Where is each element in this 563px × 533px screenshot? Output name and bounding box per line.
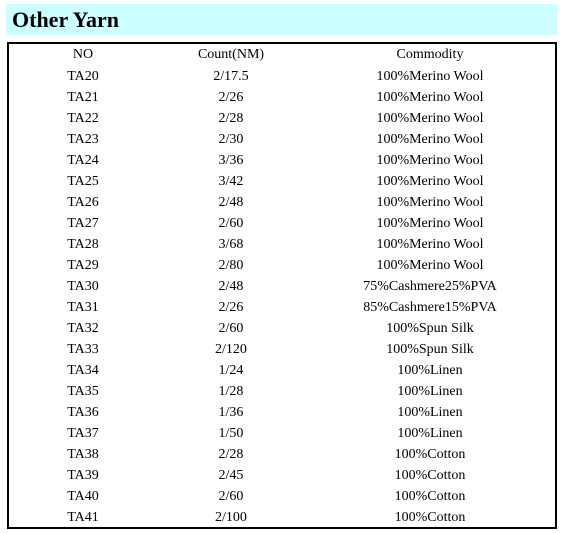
cell-count: 3/68 [218, 237, 244, 252]
cell-commodity: 100%Merino Wool [376, 258, 484, 273]
cell-commodity: 85%Cashmere15%PVA [363, 300, 497, 315]
cell-no: TA20 [67, 69, 99, 84]
cell-commodity: 100%Cotton [394, 489, 466, 504]
yarn-table-container: NO Count(NM) Commodity TA20 2/17.5 100%Mer… [7, 42, 557, 529]
cell-count: 2/28 [218, 111, 244, 126]
cell-commodity: 100%Merino Wool [376, 216, 484, 231]
cell-no: TA34 [67, 363, 99, 378]
table-row: TA28 3/68 100%Merino Wool [9, 234, 555, 255]
cell-commodity: 100%Merino Wool [376, 132, 484, 147]
cell-no: TA37 [67, 426, 99, 441]
cell-no: TA29 [67, 258, 99, 273]
table-row: TA40 2/60 100%Cotton [9, 486, 555, 507]
cell-commodity: 100%Cotton [394, 447, 466, 462]
cell-commodity: 100%Merino Wool [376, 153, 484, 168]
cell-no: TA33 [67, 342, 99, 357]
cell-no: TA40 [67, 489, 99, 504]
cell-count: 3/42 [218, 174, 244, 189]
cell-count: 2/80 [218, 258, 244, 273]
cell-count: 2/48 [218, 279, 244, 294]
table-row: TA27 2/60 100%Merino Wool [9, 213, 555, 234]
cell-count: 2/17.5 [213, 69, 249, 84]
header-commodity: Commodity [396, 47, 464, 62]
cell-no: TA32 [67, 321, 99, 336]
cell-no: TA36 [67, 405, 99, 420]
page-title: Other Yarn [12, 7, 119, 32]
cell-count: 1/28 [218, 384, 244, 399]
table-body: TA20 2/17.5 100%Merino Wool TA21 2/26 100%Mer… [9, 66, 555, 528]
table-row: TA36 1/36 100%Linen [9, 402, 555, 423]
title-bar: Other Yarn [6, 4, 557, 35]
table-row: TA33 2/120 100%Spun Silk [9, 339, 555, 360]
cell-count: 1/24 [218, 363, 244, 378]
cell-no: TA41 [67, 510, 99, 525]
table-row: TA37 1/50 100%Linen [9, 423, 555, 444]
table-row: TA20 2/17.5 100%Merino Wool [9, 66, 555, 87]
table-row: TA41 2/100 100%Cotton [9, 507, 555, 528]
table-row: TA39 2/45 100%Cotton [9, 465, 555, 486]
cell-count: 2/60 [218, 489, 244, 504]
cell-no: TA28 [67, 237, 99, 252]
cell-count: 1/50 [218, 426, 244, 441]
cell-commodity: 100%Spun Silk [386, 321, 474, 336]
table-row: TA25 3/42 100%Merino Wool [9, 171, 555, 192]
cell-no: TA35 [67, 384, 99, 399]
cell-count: 2/120 [215, 342, 247, 357]
table-row: TA35 1/28 100%Linen [9, 381, 555, 402]
cell-no: TA23 [67, 132, 99, 147]
cell-commodity: 100%Merino Wool [376, 195, 484, 210]
cell-commodity: 100%Linen [397, 426, 463, 441]
cell-count: 2/60 [218, 321, 244, 336]
cell-count: 3/36 [218, 153, 244, 168]
cell-count: 2/26 [218, 300, 244, 315]
cell-count: 2/28 [218, 447, 244, 462]
cell-count: 2/30 [218, 132, 244, 147]
cell-no: TA38 [67, 447, 99, 462]
cell-no: TA21 [67, 90, 99, 105]
table-row: TA24 3/36 100%Merino Wool [9, 150, 555, 171]
cell-commodity: 100%Merino Wool [376, 174, 484, 189]
table-row: TA38 2/28 100%Cotton [9, 444, 555, 465]
cell-commodity: 100%Linen [397, 384, 463, 399]
cell-no: TA22 [67, 111, 99, 126]
cell-no: TA27 [67, 216, 99, 231]
table-row: TA29 2/80 100%Merino Wool [9, 255, 555, 276]
cell-no: TA31 [67, 300, 99, 315]
yarn-table: NO Count(NM) Commodity TA20 2/17.5 100%Mer… [9, 44, 555, 528]
table-row: TA23 2/30 100%Merino Wool [9, 129, 555, 150]
table-row: TA31 2/26 85%Cashmere15%PVA [9, 297, 555, 318]
cell-commodity: 100%Linen [397, 405, 463, 420]
cell-commodity: 100%Linen [397, 363, 463, 378]
table-header-row: NO Count(NM) Commodity [9, 44, 555, 66]
cell-commodity: 100%Merino Wool [376, 237, 484, 252]
table-row: TA21 2/26 100%Merino Wool [9, 87, 555, 108]
cell-no: TA25 [67, 174, 99, 189]
cell-count: 2/45 [218, 468, 244, 483]
cell-commodity: 100%Cotton [394, 510, 466, 525]
cell-commodity: 100%Cotton [394, 468, 466, 483]
header-no: NO [72, 47, 94, 62]
table-row: TA22 2/28 100%Merino Wool [9, 108, 555, 129]
cell-no: TA24 [67, 153, 99, 168]
cell-count: 1/36 [218, 405, 244, 420]
cell-count: 2/100 [215, 510, 247, 525]
cell-no: TA39 [67, 468, 99, 483]
cell-count: 2/26 [218, 90, 244, 105]
cell-commodity: 75%Cashmere25%PVA [363, 279, 497, 294]
cell-no: TA26 [67, 195, 99, 210]
cell-commodity: 100%Merino Wool [376, 69, 484, 84]
cell-count: 2/60 [218, 216, 244, 231]
cell-commodity: 100%Merino Wool [376, 90, 484, 105]
header-count: Count(NM) [197, 47, 265, 62]
cell-commodity: 100%Spun Silk [386, 342, 474, 357]
cell-count: 2/48 [218, 195, 244, 210]
table-row: TA30 2/48 75%Cashmere25%PVA [9, 276, 555, 297]
cell-no: TA30 [67, 279, 99, 294]
cell-commodity: 100%Merino Wool [376, 111, 484, 126]
table-row: TA32 2/60 100%Spun Silk [9, 318, 555, 339]
table-row: TA26 2/48 100%Merino Wool [9, 192, 555, 213]
table-row: TA34 1/24 100%Linen [9, 360, 555, 381]
